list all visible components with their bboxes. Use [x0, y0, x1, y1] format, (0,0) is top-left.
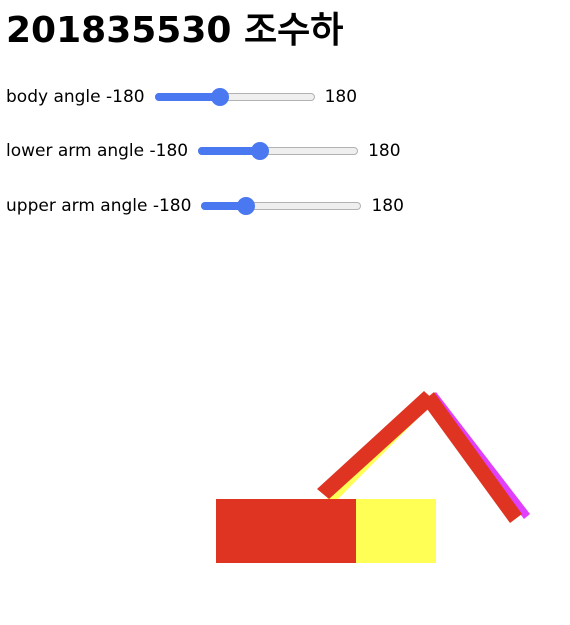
upper-arm-angle-row: upper arm angle -180 180	[6, 194, 404, 218]
slider-fill	[154, 93, 221, 101]
upper-arm	[422, 392, 522, 523]
robot-base-yellow	[355, 499, 436, 563]
upper-arm-angle-slider[interactable]	[201, 197, 362, 215]
body-angle-label: body angle -180	[6, 87, 145, 107]
robot-arm-canvas	[216, 391, 530, 563]
slider-fill	[201, 202, 246, 210]
lower-arm-angle-max-label: 180	[368, 141, 401, 161]
lower-arm-angle-label: lower arm angle -180	[6, 141, 189, 161]
body-angle-row: body angle -180 180	[6, 85, 357, 109]
slider-thumb[interactable]	[236, 197, 255, 215]
body-angle-slider[interactable]	[154, 88, 315, 106]
lower-arm	[317, 391, 436, 499]
upper-arm-angle-max-label: 180	[371, 196, 404, 216]
upper-arm-angle-label: upper arm angle -180	[6, 196, 192, 216]
robot-base-red	[216, 499, 356, 563]
lower-arm-angle-slider[interactable]	[198, 142, 359, 160]
slider-fill	[198, 147, 261, 155]
slider-thumb[interactable]	[251, 142, 270, 160]
lower-arm-angle-row: lower arm angle -180 180	[6, 139, 401, 163]
body-angle-max-label: 180	[324, 87, 358, 107]
page-title: 201835530 조수하	[6, 10, 344, 51]
slider-thumb[interactable]	[211, 88, 230, 106]
